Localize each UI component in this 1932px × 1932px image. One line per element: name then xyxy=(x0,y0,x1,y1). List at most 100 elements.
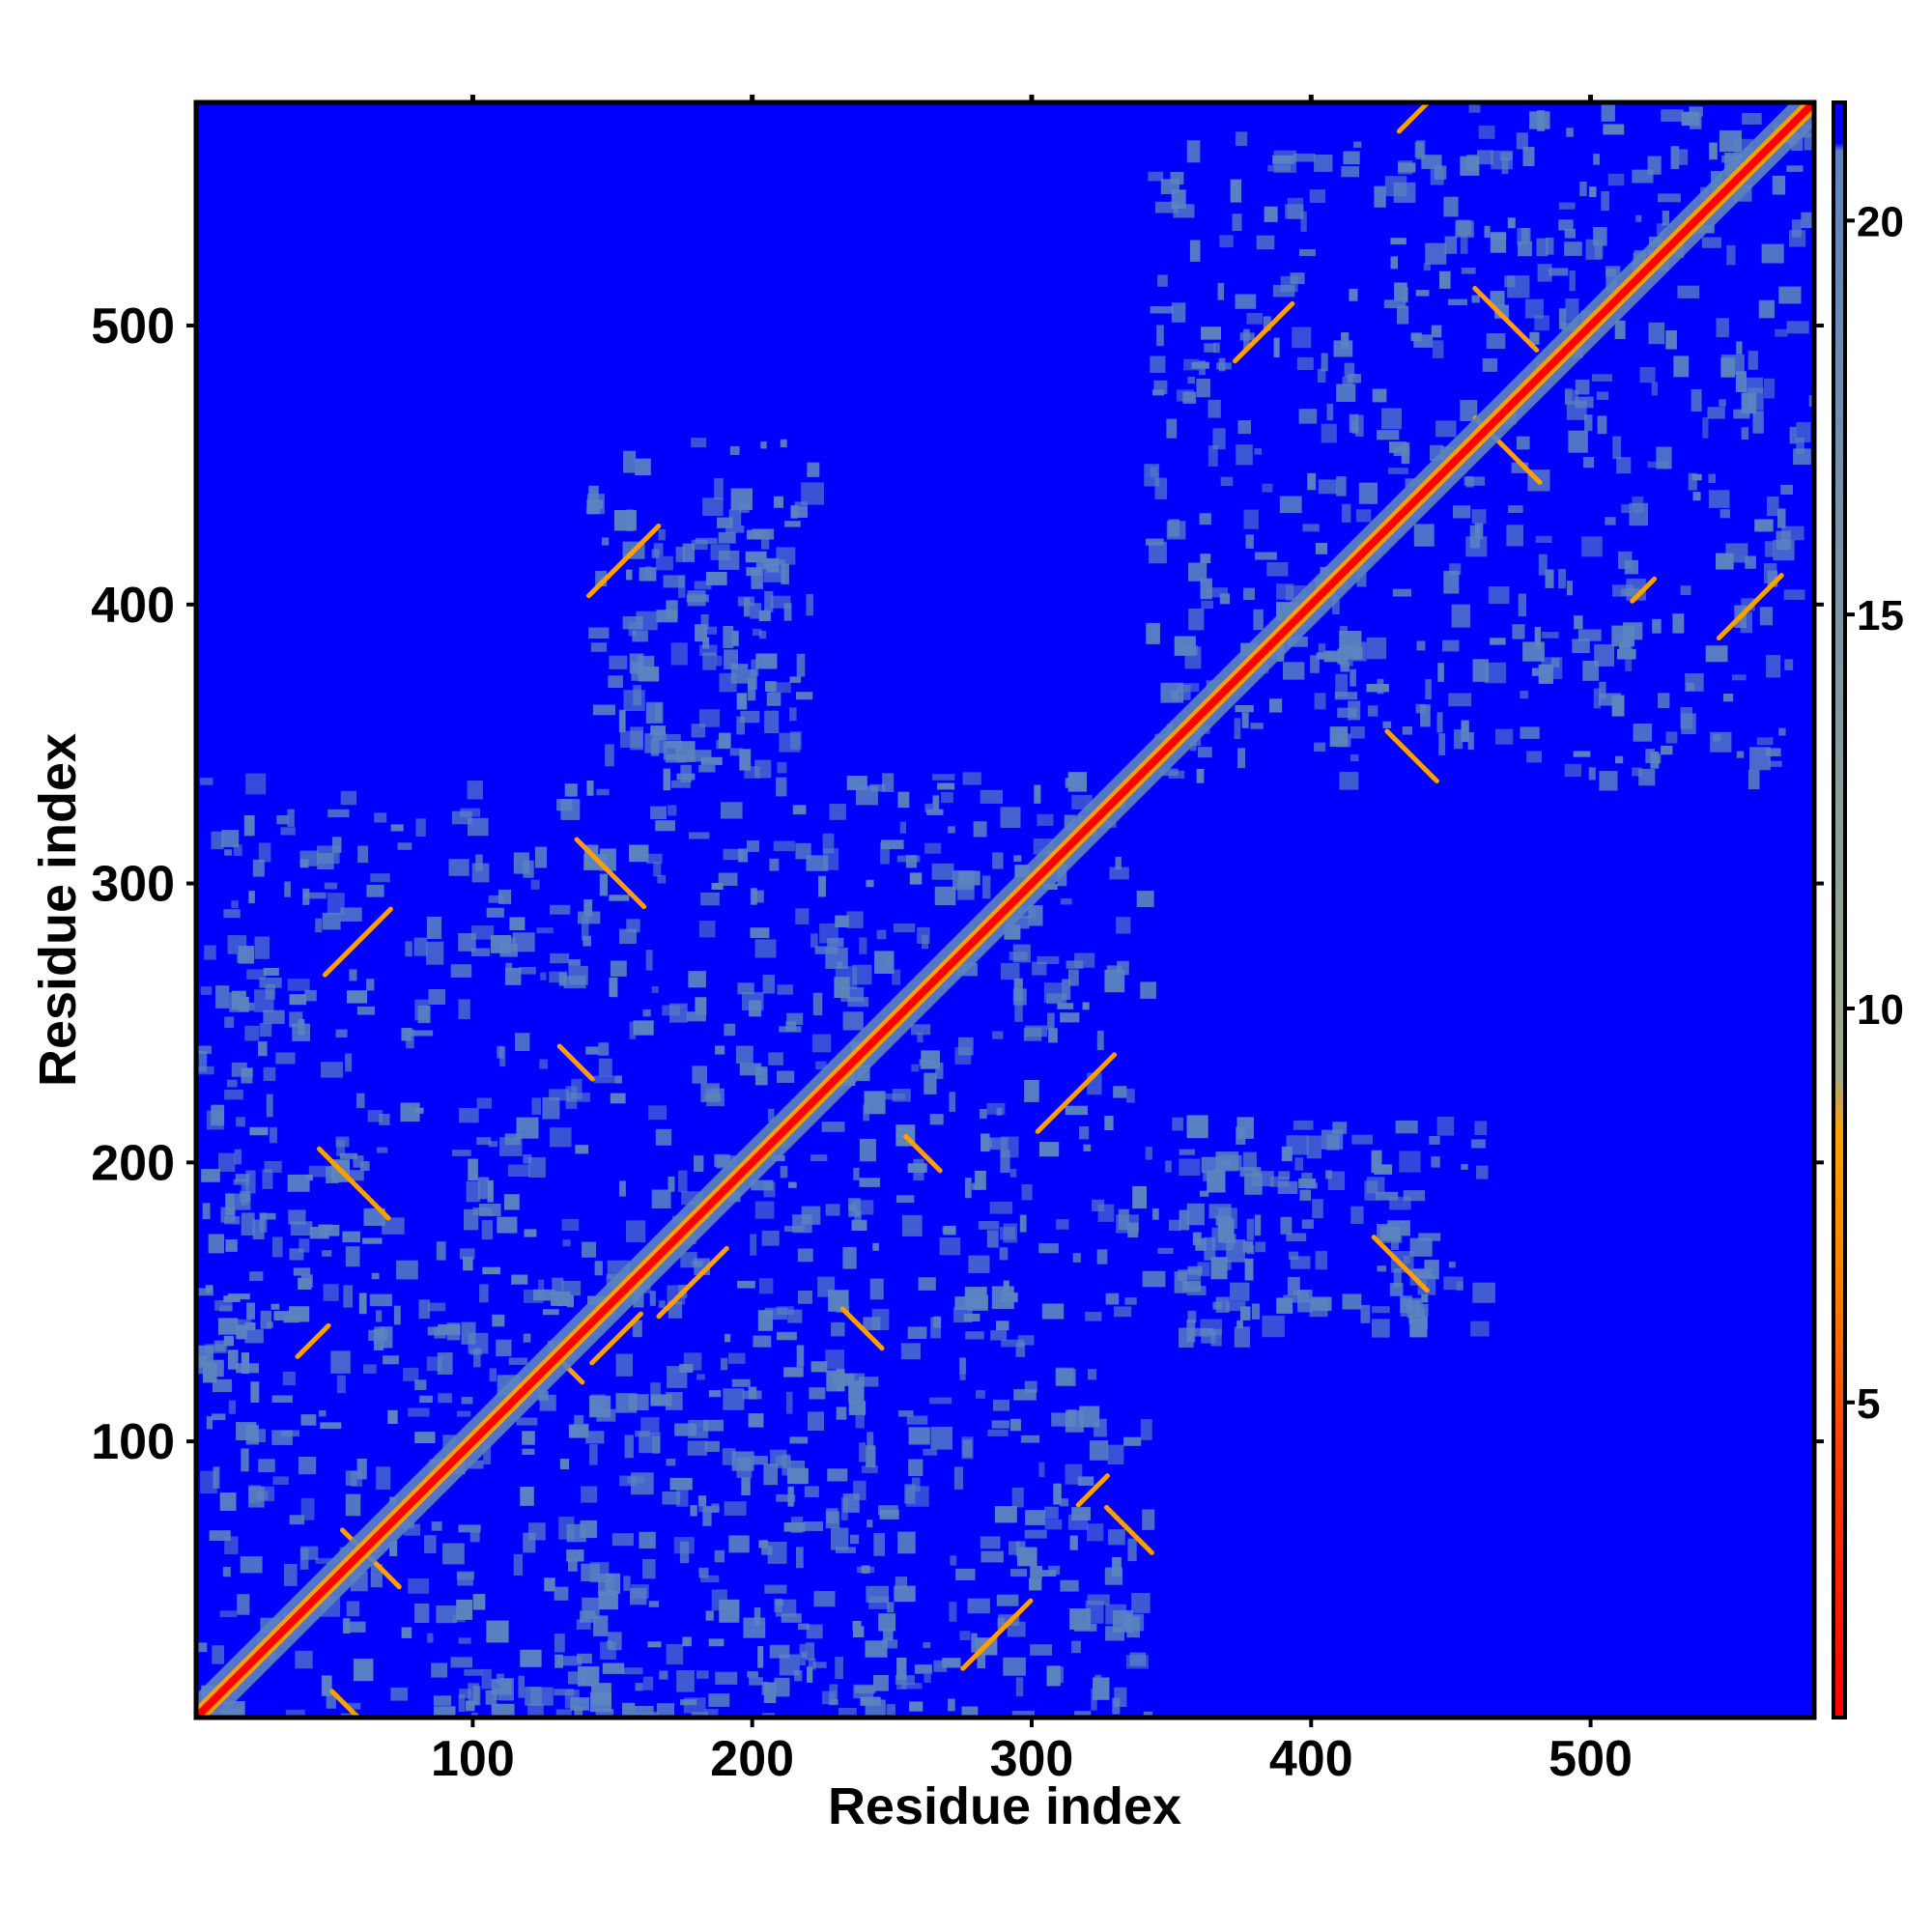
contact-cell xyxy=(609,655,628,669)
contact-cell xyxy=(598,1042,610,1056)
contact-cell xyxy=(1186,1115,1208,1139)
contact-streak xyxy=(1472,285,1540,353)
contact-cell xyxy=(595,1709,614,1717)
contact-cell xyxy=(1186,1203,1205,1226)
contact-cell xyxy=(708,1390,722,1398)
colorbar-tick-label: 15 xyxy=(1857,592,1904,639)
contact-cell xyxy=(1599,681,1606,699)
contact-cell xyxy=(1339,772,1359,790)
contact-cell xyxy=(1350,726,1365,739)
contact-cell xyxy=(835,915,849,927)
contact-cell xyxy=(1791,219,1802,238)
contact-cell xyxy=(1236,444,1253,466)
contact-cell xyxy=(887,1602,895,1613)
contact-cell xyxy=(656,1703,674,1718)
contact-cell xyxy=(1672,613,1685,634)
contact-cell xyxy=(942,1658,961,1668)
contact-cell xyxy=(562,1239,571,1247)
contact-cell xyxy=(825,1350,844,1370)
contact-cell xyxy=(907,1326,927,1339)
contact-cell xyxy=(1165,1160,1172,1173)
contact-cell xyxy=(1311,1296,1332,1312)
contact-cell xyxy=(615,1353,633,1377)
contact-streak xyxy=(960,1598,1034,1671)
contact-cell xyxy=(665,753,687,763)
contact-cell xyxy=(1569,270,1576,292)
contact-cell xyxy=(389,1540,398,1556)
contact-cell xyxy=(838,1708,857,1718)
contact-cell xyxy=(1060,898,1072,905)
contact-cell xyxy=(240,1002,255,1011)
contact-cell xyxy=(622,616,643,630)
contact-cell xyxy=(1665,731,1678,744)
contact-cell xyxy=(1010,1569,1028,1577)
contact-cell xyxy=(558,1656,582,1666)
contact-cell xyxy=(200,1470,217,1494)
contact-cell xyxy=(694,1155,704,1172)
contact-cell xyxy=(1083,1144,1092,1151)
contact-cell xyxy=(1283,1294,1294,1303)
contact-cell xyxy=(245,1433,253,1440)
contact-cell xyxy=(1584,414,1593,432)
contact-cell xyxy=(499,944,518,957)
contact-cell xyxy=(1020,1435,1040,1443)
contact-cell xyxy=(653,862,662,877)
contact-cell xyxy=(213,1340,226,1352)
contact-cell xyxy=(742,991,764,1011)
contact-cell xyxy=(1801,212,1814,229)
contact-cell xyxy=(211,831,224,850)
contact-cell xyxy=(807,462,820,477)
contact-cell xyxy=(1490,638,1506,645)
contact-cell xyxy=(821,1122,845,1132)
contact-cell xyxy=(331,837,342,853)
contact-cell xyxy=(878,1613,896,1632)
contact-cell xyxy=(1766,655,1781,678)
contact-cell xyxy=(1336,476,1347,497)
contact-cell xyxy=(1297,1290,1313,1313)
contact-cell xyxy=(414,1379,427,1390)
contact-cell xyxy=(842,1011,864,1031)
contact-cell xyxy=(879,1509,899,1520)
contact-cell xyxy=(259,978,282,988)
contact-cell xyxy=(1393,182,1416,203)
contact-cell xyxy=(585,1046,599,1055)
contact-cell xyxy=(1453,729,1463,750)
contact-cell xyxy=(458,999,470,1020)
contact-cell xyxy=(1326,404,1334,421)
contact-cell xyxy=(1019,1214,1027,1233)
contact-cell xyxy=(770,1449,787,1466)
contact-cell xyxy=(224,849,232,856)
contact-cell xyxy=(1726,244,1736,266)
contact-cell xyxy=(1011,1710,1035,1718)
contact-cell xyxy=(884,1094,905,1100)
contact-cell xyxy=(1522,641,1545,662)
contact-cell xyxy=(1719,509,1730,519)
contact-cell xyxy=(728,509,742,526)
contact-cell xyxy=(868,1596,890,1609)
contact-cell xyxy=(374,812,387,823)
contact-cell xyxy=(520,1649,542,1667)
contact-cell xyxy=(1060,1012,1080,1023)
contact-cell xyxy=(203,1363,217,1383)
contact-cell xyxy=(1264,206,1278,222)
contact-cell xyxy=(1017,1335,1035,1346)
contact-cell xyxy=(523,1532,536,1553)
contact-cell xyxy=(990,1330,1008,1341)
contact-cell xyxy=(308,1165,332,1178)
contact-cell xyxy=(209,1530,231,1541)
contact-cell xyxy=(867,1432,874,1450)
contact-cell xyxy=(827,937,844,948)
contact-cell xyxy=(638,667,660,682)
contact-cell xyxy=(628,1394,649,1410)
contact-cell xyxy=(1349,413,1359,433)
contact-cell xyxy=(723,626,734,648)
contact-cell xyxy=(784,1225,805,1232)
contact-cell xyxy=(431,1662,448,1678)
contact-cell xyxy=(992,852,1004,869)
contact-cell xyxy=(1170,172,1184,185)
contact-cell xyxy=(1151,1208,1159,1220)
contact-cell xyxy=(582,935,591,947)
contact-cell xyxy=(1013,855,1022,863)
contact-cell xyxy=(645,701,664,724)
contact-cell xyxy=(866,879,874,888)
